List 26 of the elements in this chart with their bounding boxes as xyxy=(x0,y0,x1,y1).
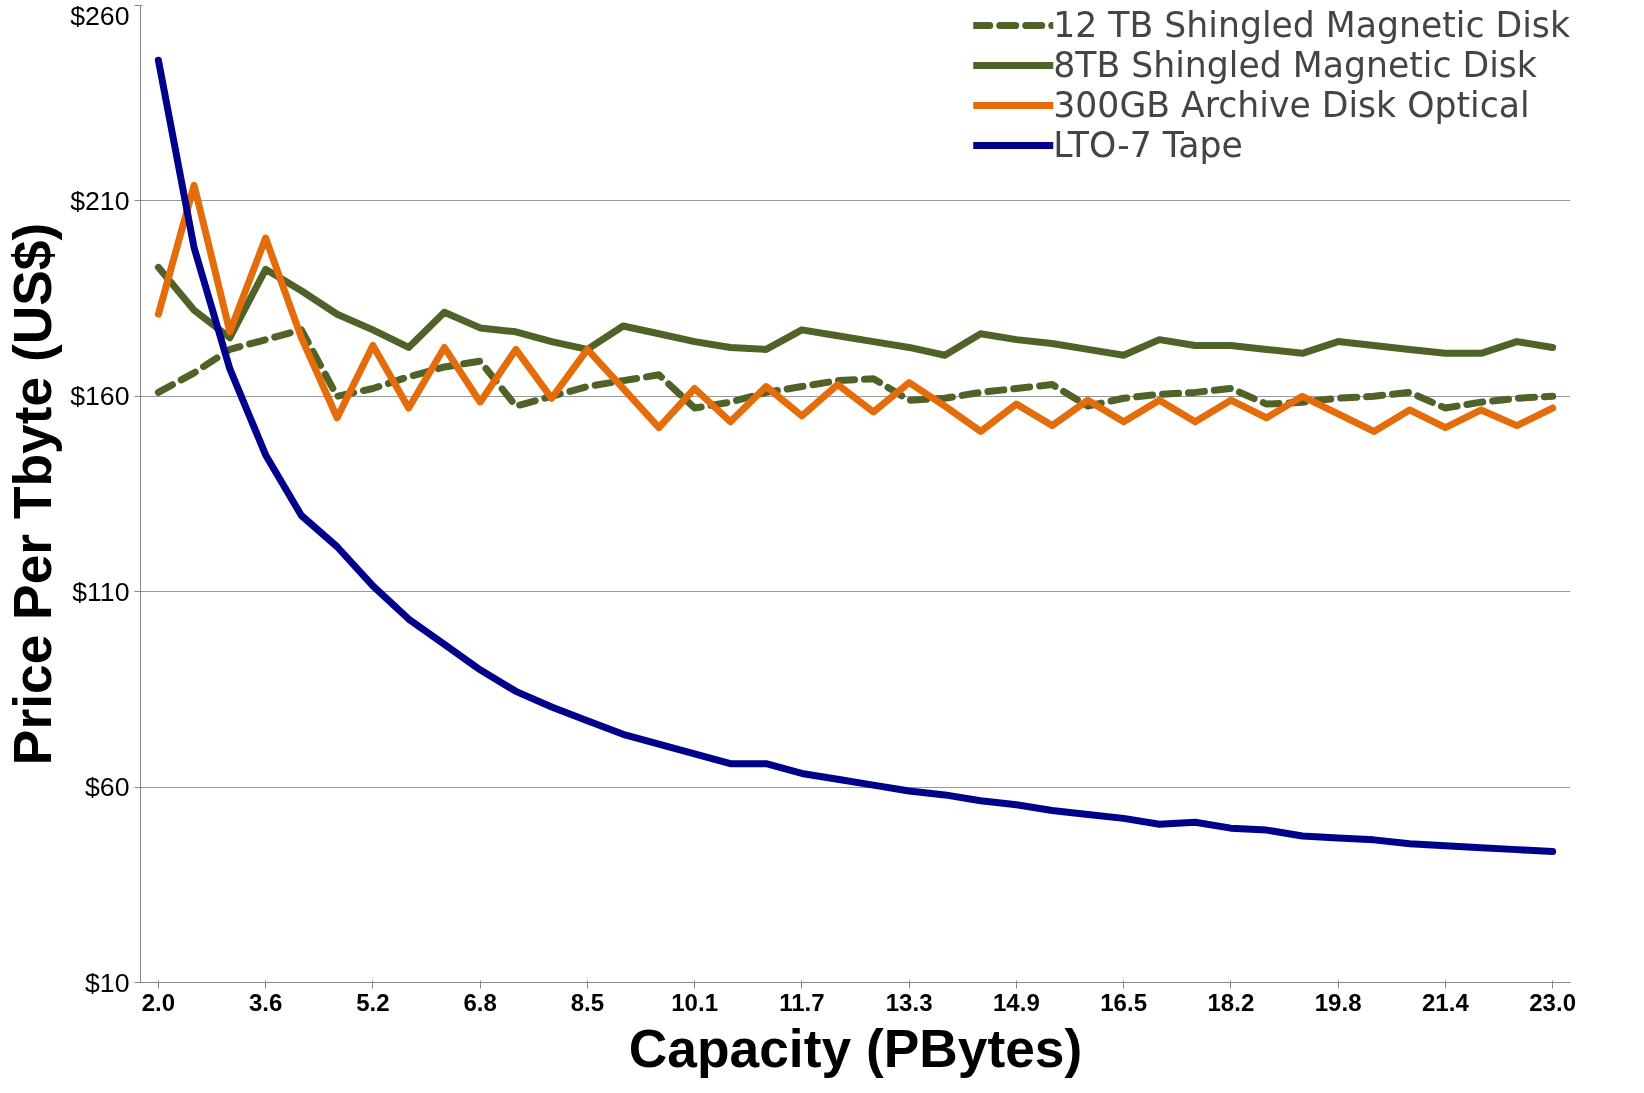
x-tick-label: 5.2 xyxy=(356,988,390,1016)
y-tick-label: $210 xyxy=(70,185,130,216)
x-tick-label: 19.8 xyxy=(1314,988,1362,1016)
x-tick-label: 11.7 xyxy=(779,988,825,1016)
x-tick-label: 10.1 xyxy=(671,988,718,1016)
legend-label: 12 TB Shingled Magnetic Disk xyxy=(1053,5,1570,45)
x-tick-label: 18.2 xyxy=(1207,988,1255,1016)
x-tick-label: 13.3 xyxy=(885,988,933,1016)
x-tick-label: 14.9 xyxy=(993,988,1040,1016)
legend-label: 300GB Archive Disk Optical xyxy=(1053,85,1530,125)
x-tick-label: 3.6 xyxy=(248,988,283,1016)
legend-label: LTO-7 Tape xyxy=(1053,125,1243,165)
legend-label: 8TB Shingled Magnetic Disk xyxy=(1053,45,1537,85)
y-tick-label: $160 xyxy=(70,381,130,412)
x-tick-label: 2.0 xyxy=(141,988,176,1016)
x-tick-label: 8.5 xyxy=(570,988,605,1016)
y-tick-label: $110 xyxy=(72,576,130,607)
x-tick-label: 6.8 xyxy=(463,988,497,1016)
x-tick-label: 21.4 xyxy=(1422,988,1470,1016)
x-axis-title: Capacity (PBytes) xyxy=(628,1018,1083,1078)
x-tick-label: 16.5 xyxy=(1100,988,1147,1016)
y-tick-label: $260 xyxy=(70,0,130,31)
x-tick-label: 23.0 xyxy=(1529,988,1576,1016)
y-tick-label: $10 xyxy=(85,967,130,998)
y-axis-title: Price Per Tbyte (US$) xyxy=(3,222,63,766)
y-tick-label: $60 xyxy=(85,772,130,803)
